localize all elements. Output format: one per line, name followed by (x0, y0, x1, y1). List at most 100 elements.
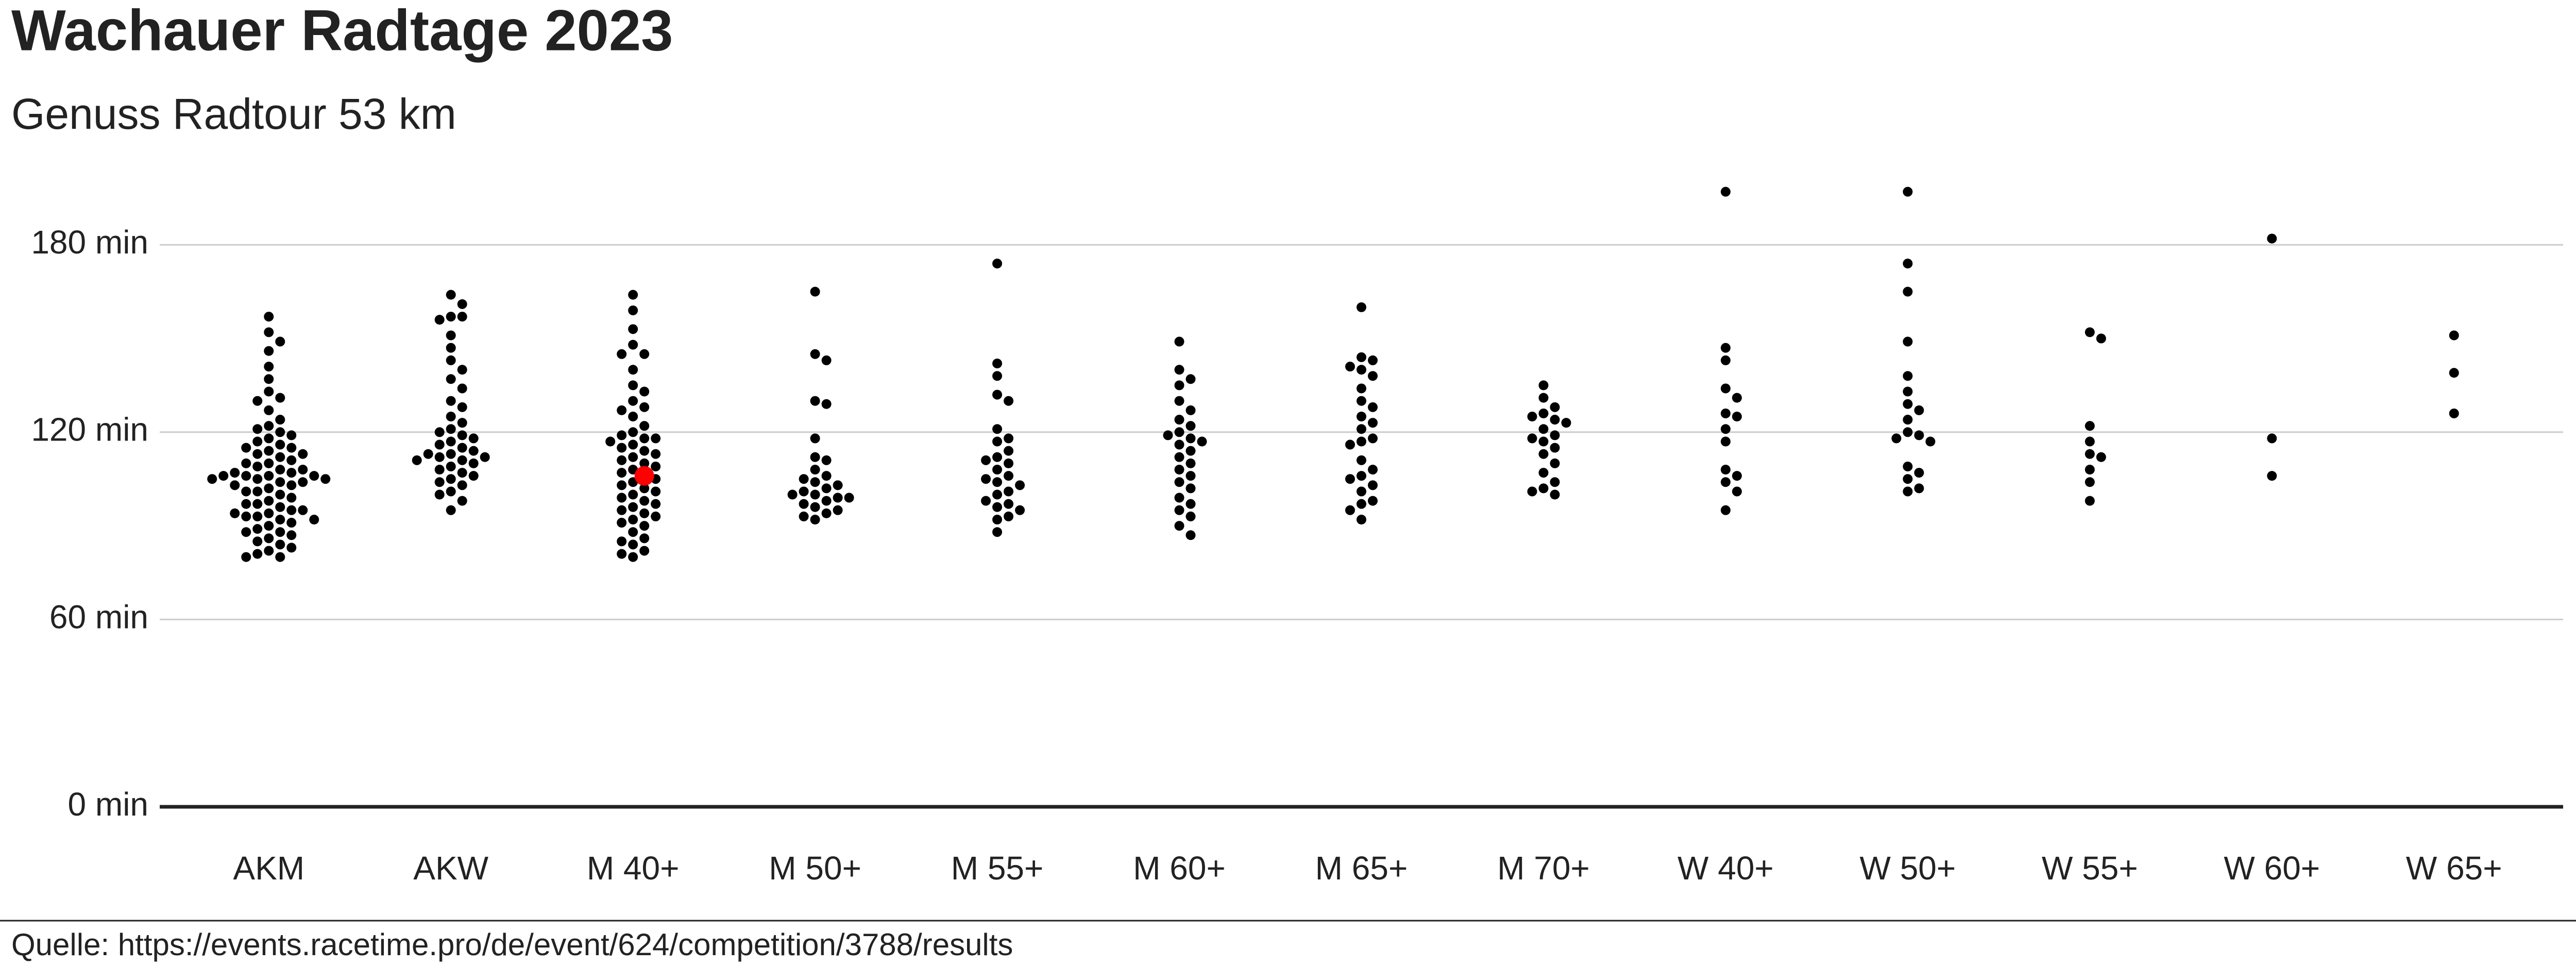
dot (605, 436, 616, 447)
dot (651, 461, 661, 471)
dot (275, 489, 285, 500)
dot (1185, 499, 1196, 509)
dot (787, 489, 798, 500)
dot (264, 374, 274, 384)
dot (639, 508, 650, 518)
dot (1903, 427, 1913, 437)
x-tick-label: W 65+ (2406, 850, 2502, 887)
dot (981, 474, 991, 484)
dot (992, 514, 1003, 524)
dot (810, 433, 820, 444)
dot (1357, 365, 1366, 375)
dot (218, 471, 229, 481)
dot (1357, 514, 1366, 524)
dot (1903, 187, 1913, 197)
dot (434, 477, 445, 487)
dot (2084, 449, 2095, 459)
dot (446, 374, 456, 384)
dot (639, 483, 650, 494)
dot (1368, 433, 1378, 444)
dot (821, 399, 832, 409)
dot (617, 518, 627, 528)
dot (1527, 412, 1537, 421)
dot (992, 424, 1003, 434)
dot (1720, 187, 1731, 197)
dot (1720, 424, 1731, 434)
dot (1357, 486, 1366, 497)
dot (992, 371, 1003, 381)
dot (628, 527, 638, 537)
dot (1357, 383, 1366, 394)
dot (1174, 439, 1184, 450)
dot (2096, 333, 2106, 344)
dot (264, 405, 274, 415)
dot (833, 493, 843, 503)
dot (264, 458, 274, 468)
dot (457, 383, 467, 394)
x-tick-label: W 50+ (1860, 850, 1956, 887)
dot (992, 358, 1003, 368)
dot (992, 489, 1003, 500)
dot (298, 449, 308, 459)
dot (1368, 355, 1378, 365)
dot (286, 493, 297, 503)
dot (981, 455, 991, 465)
dot (1720, 343, 1731, 353)
dot (799, 499, 809, 509)
dot (628, 552, 638, 562)
dot (252, 486, 263, 497)
dot (264, 533, 274, 544)
dot (1357, 352, 1366, 362)
x-tick-label: W 55+ (2042, 850, 2138, 887)
dot (1720, 383, 1731, 394)
dot (1004, 486, 1014, 497)
x-tick-label: M 70+ (1497, 850, 1590, 887)
dot (241, 552, 251, 562)
dot (1174, 465, 1184, 475)
dot (457, 402, 467, 412)
dot (1185, 530, 1196, 540)
dot (264, 471, 274, 481)
dot (241, 471, 251, 481)
dot (1538, 468, 1549, 478)
dot (1174, 336, 1184, 347)
dot (1368, 402, 1378, 412)
dot (833, 505, 843, 515)
dot (241, 499, 251, 509)
dot (628, 439, 638, 450)
dot (1538, 483, 1549, 494)
dot (275, 539, 285, 550)
dot (468, 433, 479, 444)
dot (1527, 433, 1537, 444)
dot (639, 521, 650, 531)
dot (639, 446, 650, 456)
dot (468, 446, 479, 456)
dot (1538, 424, 1549, 434)
dot (252, 499, 263, 509)
dot (628, 396, 638, 406)
dot (252, 449, 263, 459)
dot (298, 465, 308, 475)
dot (2449, 368, 2459, 378)
dot (1197, 436, 1207, 447)
dot (423, 449, 433, 459)
dot (651, 433, 661, 444)
dot (434, 315, 445, 325)
dot (1561, 418, 1571, 428)
dot (1004, 446, 1014, 456)
dot (1004, 471, 1014, 481)
dot (992, 502, 1003, 512)
dot (275, 427, 285, 437)
dot (207, 474, 217, 484)
dot (1720, 408, 1731, 418)
dot (617, 549, 627, 559)
dot (821, 496, 832, 506)
dot (1185, 405, 1196, 415)
dot (1903, 371, 1913, 381)
dot (241, 486, 251, 497)
dot (252, 536, 263, 547)
dot (844, 493, 854, 503)
dot (446, 486, 456, 497)
dot (1185, 511, 1196, 521)
x-tick-label: M 40+ (587, 850, 680, 887)
